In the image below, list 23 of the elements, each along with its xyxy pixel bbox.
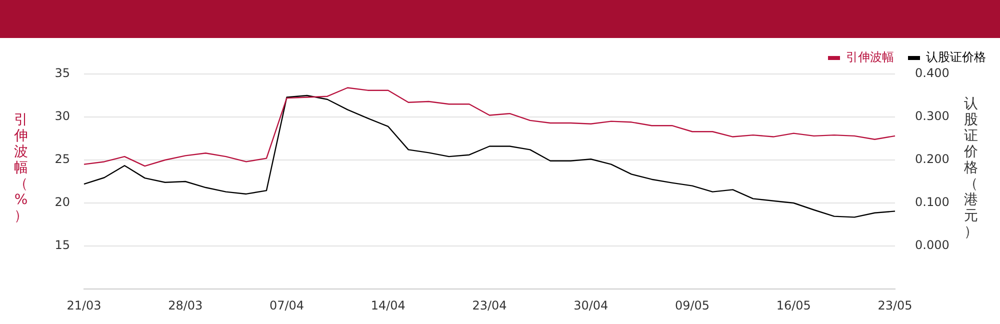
y-axis-title: 引伸波幅（%） [13,112,29,224]
x-tick-label: 09/05 [674,298,710,312]
x-tick-label: 14/04 [370,298,406,312]
x-tick-label: 23/05 [878,298,912,312]
legend-label: 引伸波幅 [846,50,894,64]
y-tick-label: 25 [54,152,70,166]
y2-tick-label: 0.000 [915,238,950,252]
y2-tick-label: 0.300 [915,109,950,124]
legend-label: 认股证价格 [926,50,986,64]
y-tick-label: 30 [54,109,70,124]
x-tick-label: 16/05 [776,298,811,312]
y2-tick-label: 0.200 [915,152,950,166]
text: 认股证价格（港元） [964,96,978,240]
y-tick-label: 15 [54,238,70,252]
x-tick-label: 28/03 [168,298,203,312]
x-tick-label: 21/03 [66,298,102,312]
x-tick-label: 30/04 [574,298,608,312]
x-tick-label: 07/04 [269,298,304,312]
y2-tick-label: 0.100 [915,195,950,210]
y-tick-label: 35 [54,66,70,80]
y2-tick-label: 0.400 [915,66,950,80]
x-tick-label: 23/04 [472,298,507,312]
y-tick-label: 20 [54,195,70,210]
